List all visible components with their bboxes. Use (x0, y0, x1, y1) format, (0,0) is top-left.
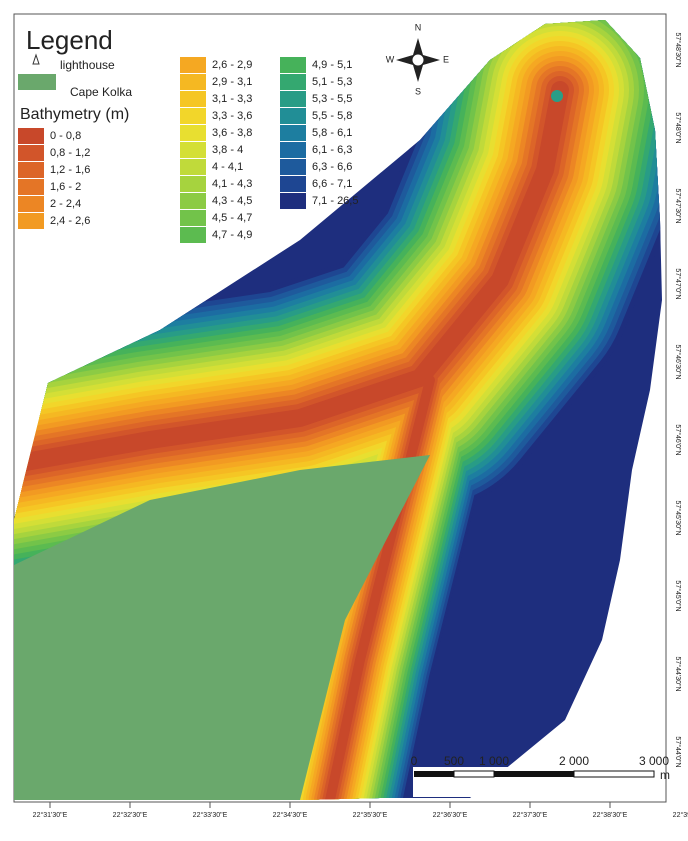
legend-swatch (280, 91, 306, 107)
scale-label: 2 000 (559, 754, 589, 768)
legend-swatch (18, 162, 44, 178)
legend-label: 4,1 - 4,3 (212, 178, 252, 190)
legend-label: 4,7 - 4,9 (212, 229, 252, 241)
legend-swatch (180, 142, 206, 158)
legend-swatch (180, 125, 206, 141)
legend-swatch (280, 108, 306, 124)
longitude-label: 22°36'30"E (433, 811, 468, 819)
legend-swatch (180, 210, 206, 226)
legend-swatch (280, 57, 306, 73)
legend-label: 4 - 4,1 (212, 161, 243, 173)
longitude-label: 22°35'30"E (353, 811, 388, 819)
latitude-label: 57°48'30"N (674, 32, 682, 67)
latitude-label: 57°47'30"N (674, 188, 682, 223)
scale-label: 3 000 (639, 754, 669, 768)
legend-swatch (18, 179, 44, 195)
legend-swatch (180, 176, 206, 192)
scale-label: 1 000 (479, 754, 509, 768)
legend-label: 6,1 - 6,3 (312, 144, 352, 156)
legend-label: 5,3 - 5,5 (312, 93, 352, 105)
cape-label: Cape Kolka (70, 85, 132, 99)
legend-label: 2,6 - 2,9 (212, 59, 252, 71)
legend-label: 2,4 - 2,6 (50, 215, 90, 227)
legend-swatch (180, 193, 206, 209)
legend-label: 7,1 - 26,5 (312, 195, 358, 207)
legend-label: 1,6 - 2 (50, 181, 81, 193)
longitude-label: 22°33'30"E (193, 811, 228, 819)
compass-e: E (443, 54, 449, 64)
scale-label: 500 (444, 754, 464, 768)
compass-s: S (415, 86, 421, 96)
longitude-label: 22°37'30"E (513, 811, 548, 819)
legend-swatch (280, 159, 306, 175)
legend-swatch (180, 227, 206, 243)
compass-w: W (386, 54, 395, 64)
legend-label: 0 - 0,8 (50, 130, 81, 142)
latitude-label: 57°45'30"N (674, 500, 682, 535)
scale-unit: m (660, 768, 670, 782)
latitude-label: 57°46'30"N (674, 344, 682, 379)
legend-label: 6,6 - 7,1 (312, 178, 352, 190)
legend-label: 2,9 - 3,1 (212, 76, 252, 88)
compass-n: N (415, 22, 422, 32)
scale-label: 0 (411, 754, 418, 768)
legend-label: 2 - 2,4 (50, 198, 81, 210)
legend-label: 5,1 - 5,3 (312, 76, 352, 88)
legend-swatch (280, 74, 306, 90)
legend-swatch (18, 145, 44, 161)
legend-label: 3,6 - 3,8 (212, 127, 252, 139)
legend-label: 6,3 - 6,6 (312, 161, 352, 173)
latitude-label: 57°45'0"N (674, 580, 682, 611)
legend-title: Legend (26, 25, 113, 55)
legend-swatch (18, 196, 44, 212)
legend-swatch (180, 159, 206, 175)
legend-label: 4,5 - 4,7 (212, 212, 252, 224)
legend-label: 5,8 - 6,1 (312, 127, 352, 139)
legend-label: 3,8 - 4 (212, 144, 243, 156)
legend-swatch (180, 74, 206, 90)
latitude-label: 57°48'0"N (674, 112, 682, 143)
legend-swatch (180, 108, 206, 124)
lighthouse-point (551, 90, 563, 102)
legend-swatch (18, 213, 44, 229)
legend-swatch (280, 176, 306, 192)
legend-swatch (180, 57, 206, 73)
legend-swatch (280, 142, 306, 158)
longitude-label: 22°31'30"E (33, 811, 68, 819)
cape-swatch (18, 74, 56, 90)
longitude-label: 22°38'30"E (593, 811, 628, 819)
legend-label: 3,3 - 3,6 (212, 110, 252, 122)
legend-swatch (280, 193, 306, 209)
latitude-label: 57°44'0"N (674, 736, 682, 767)
legend-label: 5,5 - 5,8 (312, 110, 352, 122)
longitude-label: 22°32'30"E (113, 811, 148, 819)
latitude-label: 57°46'0"N (674, 424, 682, 455)
legend-label: 3,1 - 3,3 (212, 93, 252, 105)
legend-label: 1,2 - 1,6 (50, 164, 90, 176)
bathymetry-title: Bathymetry (m) (20, 106, 129, 123)
legend-label: 4,3 - 4,5 (212, 195, 252, 207)
map: Legend lighthouse Cape Kolka Bathymetry … (0, 0, 688, 841)
longitude-label: 22°34'30"E (273, 811, 308, 819)
legend-swatch (18, 128, 44, 144)
legend-label: 4,9 - 5,1 (312, 59, 352, 71)
legend-swatch (180, 91, 206, 107)
lighthouse-label: lighthouse (60, 58, 115, 72)
legend-swatch (280, 125, 306, 141)
legend-label: 0,8 - 1,2 (50, 147, 90, 159)
latitude-label: 57°47'0"N (674, 268, 682, 299)
longitude-label: 22°39'30"E (673, 811, 688, 819)
latitude-label: 57°44'30"N (674, 656, 682, 691)
